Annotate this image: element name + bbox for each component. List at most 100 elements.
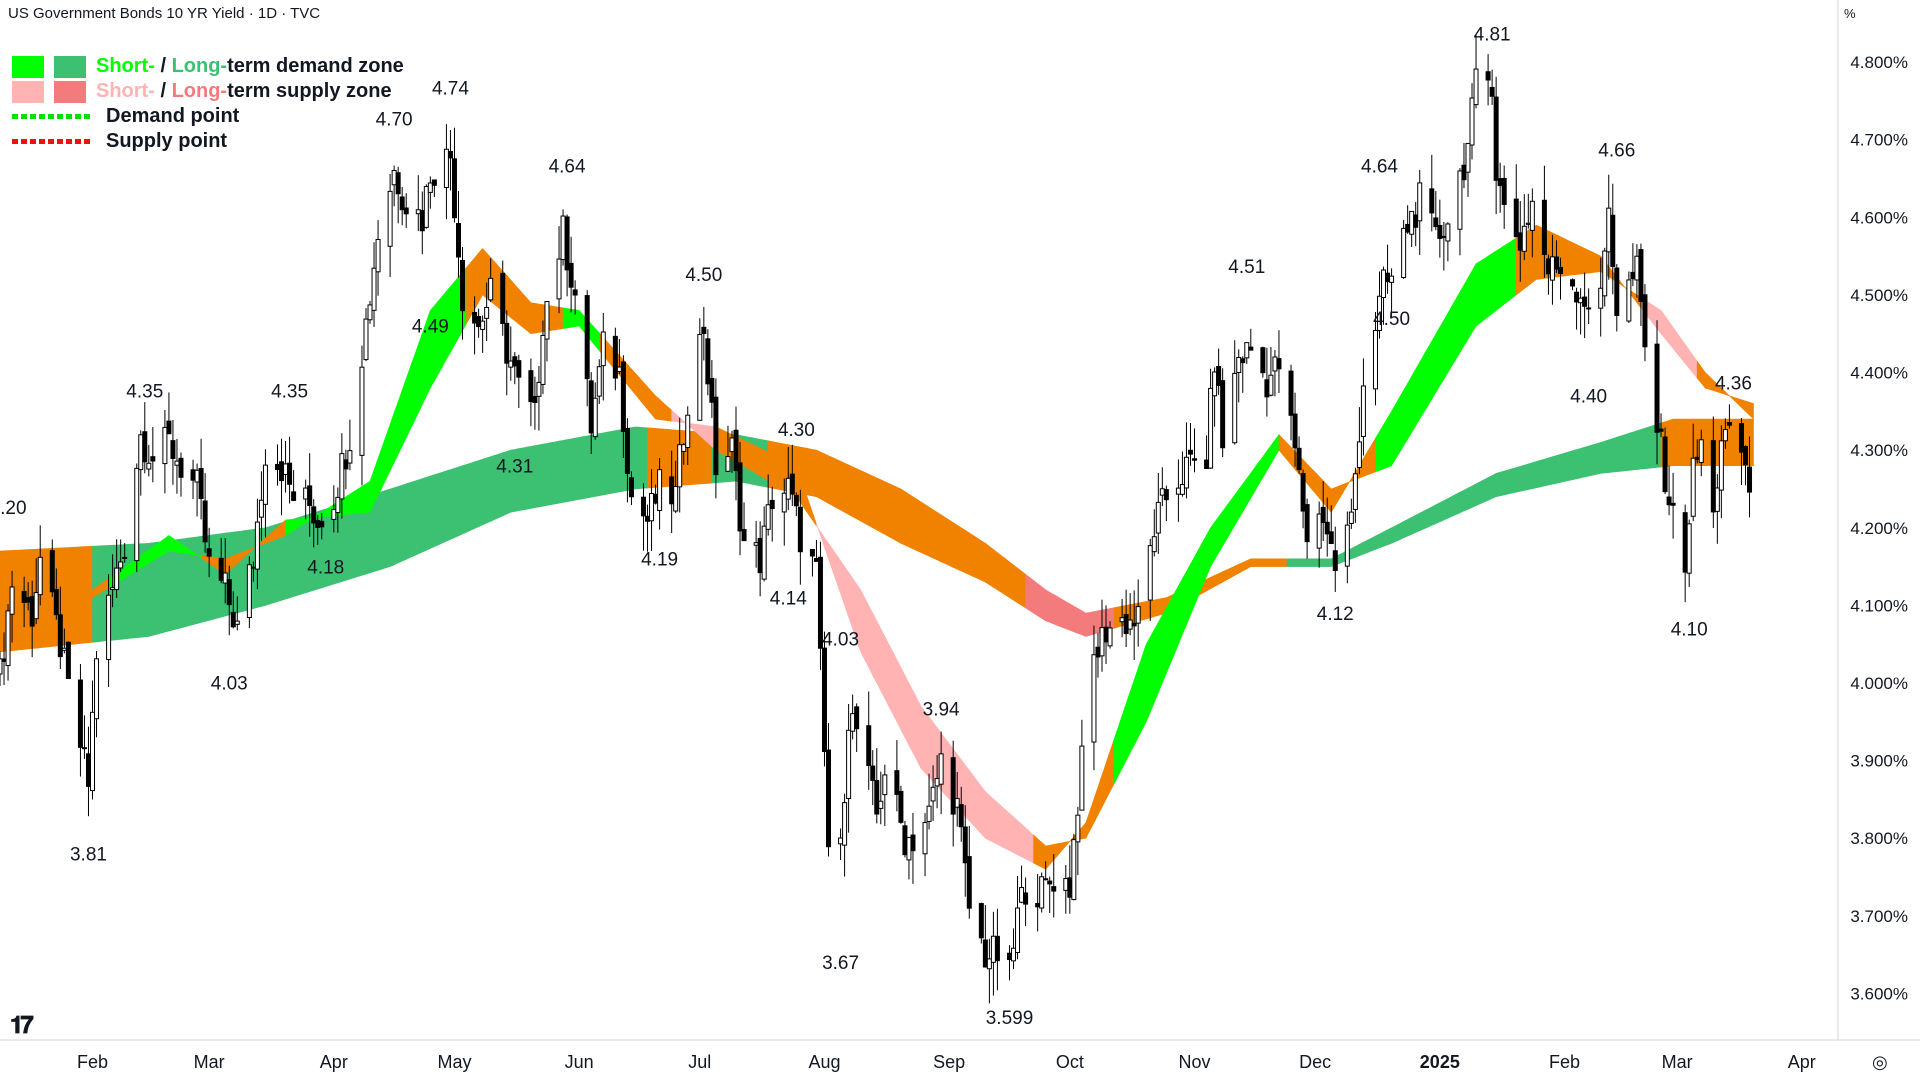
y-tick-label: 4.100% [1850,596,1908,615]
candle-body [122,556,128,559]
candle-body [262,464,268,505]
x-tick-label: Sep [933,1052,965,1072]
long-band-neutral-segment [767,440,1026,609]
candle-body [701,326,707,334]
candle-body [77,679,83,748]
candle-body [395,172,401,195]
candle-body [1742,445,1748,466]
candle-body [202,500,208,543]
candle-body [1405,223,1411,233]
price-annotation-label: 4.19 [641,550,678,571]
candle-body [254,521,260,570]
candle-body [797,506,803,553]
candle-body [1304,504,1310,543]
candle-body [1670,502,1676,506]
candle-body [484,306,490,319]
candle-body [1557,266,1563,275]
candle-body [1248,346,1254,351]
price-annotation-label: 4.40 [1570,387,1607,408]
candle-body [681,444,687,452]
candle-body [1545,258,1551,275]
candle-body [649,492,655,522]
y-tick-label: 3.900% [1850,752,1908,771]
candle-body [950,757,956,815]
candle-body [1602,250,1608,297]
candle-body [287,462,293,485]
candle-body [1123,614,1129,635]
candle-body [568,262,574,288]
candle-body [57,614,63,658]
candle-body [1039,876,1045,909]
candle-body [753,542,759,546]
candle-body [741,528,747,542]
price-annotation-label: 4.03 [211,674,248,695]
candle-body [1473,68,1479,106]
settings-icon[interactable]: ◎ [1872,1052,1888,1072]
legend-rest-text: term supply zone [227,80,392,102]
candle-body [419,210,425,232]
candle-body [1598,287,1604,309]
candle-body [399,196,405,211]
candle-body [194,469,200,483]
candle-body [114,567,120,591]
candle-body [1710,440,1716,513]
candle-body [817,556,823,649]
legend-short-text: Short- [96,55,155,77]
supply-point-dotted-line [12,139,90,144]
candle-body [150,456,156,462]
candle-body [1127,619,1133,630]
candle-body [536,381,542,397]
candle-body [1135,606,1141,624]
price-annotation-label: 3.67 [822,953,859,974]
candle-body [1079,745,1085,811]
candle-body [1107,627,1113,647]
candle-body [994,935,1000,962]
candle-body [1103,626,1109,643]
candle-body [1035,902,1041,908]
candle-body [162,426,168,465]
candle-body [504,322,510,364]
long-band-neutral-segment [1660,418,1754,468]
x-tick-label: Jun [565,1052,594,1072]
candle-body [1441,235,1447,238]
candle-body [375,239,381,273]
price-unit-label[interactable]: % [1844,6,1856,21]
candle-body [1638,249,1644,303]
candle-body [729,437,735,453]
price-annotation-label: 4.64 [1361,156,1398,177]
candle-body [1485,71,1491,81]
candle-body [821,647,827,752]
candle-body [1578,297,1584,304]
candle-body [1163,489,1169,501]
x-tick-label: Apr [1788,1052,1816,1072]
candle-body [460,259,466,312]
candle-body [1356,441,1362,468]
candle-body [178,457,184,478]
candle-body [934,778,940,787]
price-annotation-label: 3.81 [70,844,107,865]
tradingview-logo-icon[interactable]: 𝟏𝟕 [10,1012,34,1039]
candle-body [1626,279,1632,322]
candle-body [628,477,634,498]
candle-body [1377,295,1383,331]
candle-body [431,179,437,186]
candle-body [81,747,87,750]
price-annotation-label: 4.49 [412,317,449,338]
candle-body [9,586,15,615]
candle-body [488,277,494,301]
candle-body [1529,200,1535,231]
legend-supply-point-label: Supply point [106,130,228,152]
candle-body [423,186,429,228]
candle-body [1216,365,1222,387]
candle-body [1413,214,1419,228]
candle-body [1553,256,1559,270]
candle-body [106,594,112,661]
legend-supply-point: Supply point [12,129,404,154]
candle-body [1208,387,1214,469]
candle-body [1099,627,1105,657]
candle-body [311,506,317,524]
candle-body [1614,267,1620,317]
candle-body [1654,343,1660,433]
x-tick-label: Feb [77,1052,108,1072]
